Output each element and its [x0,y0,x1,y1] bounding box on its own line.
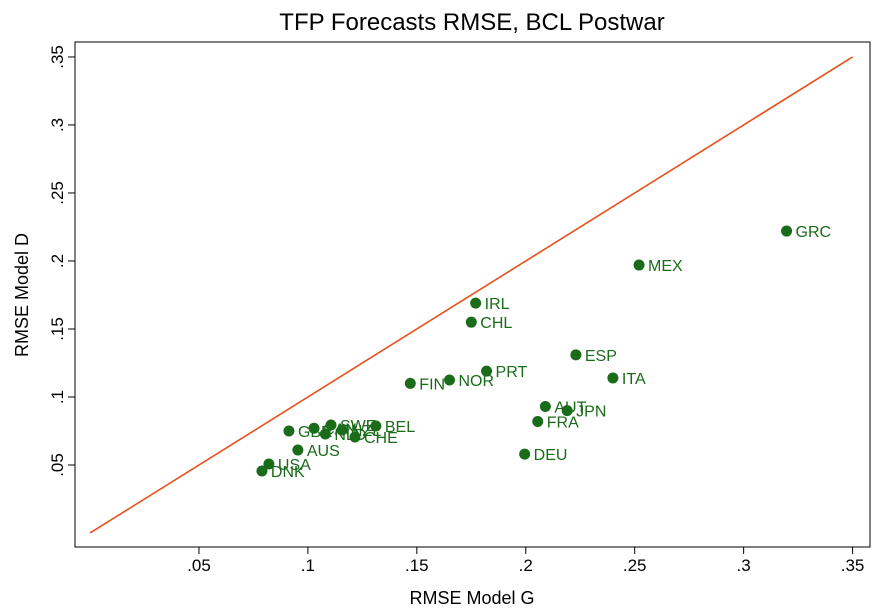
point [481,365,493,377]
point-label: IRL [485,296,510,313]
x-tick-label: .1 [301,556,315,575]
y-tick-label: .25 [48,181,67,205]
point-label: NOR [459,373,495,390]
point-label: MEX [648,258,683,275]
point [444,374,456,386]
x-axis-title: RMSE Model G [409,588,534,608]
point-label: ITA [622,371,646,388]
point [256,465,268,477]
x-tick-label: .25 [623,556,647,575]
point [349,431,361,443]
x-tick-label: .15 [405,556,429,575]
x-tick-label: .05 [187,556,211,575]
point [532,415,544,427]
y-tick-label: .05 [48,453,67,477]
point-label: FIN [419,376,445,393]
point [283,425,295,437]
point [607,372,619,384]
point-label: CHE [364,430,398,447]
point [292,444,304,456]
point [263,458,275,470]
point [370,420,382,432]
point-label: GRC [796,224,832,241]
point-label: ESP [585,348,617,365]
x-tick-label: .3 [737,556,751,575]
point [781,225,793,237]
point [633,259,645,271]
x-tick-label: .2 [519,556,533,575]
point [336,424,348,436]
y-tick-label: .1 [48,390,67,404]
point-label: FRA [547,414,579,431]
point-label: JPN [576,404,606,421]
y-axis-title: RMSE Model D [12,233,32,357]
point [519,448,531,460]
point-label: USA [278,457,311,474]
point [325,419,337,431]
chart-title: TFP Forecasts RMSE, BCL Postwar [279,9,664,36]
point [465,316,477,328]
point-label: DNK [271,464,305,481]
point-label: BEL [385,419,415,436]
point [539,401,551,413]
x-tick-label: .35 [841,556,865,575]
point-label: AUS [307,443,340,460]
y-tick-label: .2 [48,254,67,268]
point-label: DEU [534,447,568,464]
y-tick-label: .3 [48,118,67,132]
point [319,428,331,440]
point [561,405,573,417]
point [470,297,482,309]
point [404,377,416,389]
point [570,349,582,361]
y-tick-label: .15 [48,317,67,341]
point-label: PRT [496,364,528,381]
reference-line [89,56,853,534]
point-label: SWE [340,418,376,435]
plot-frame [74,41,871,548]
point [308,422,320,434]
y-tick-label: .35 [48,45,67,69]
point-label: CHL [480,315,512,332]
